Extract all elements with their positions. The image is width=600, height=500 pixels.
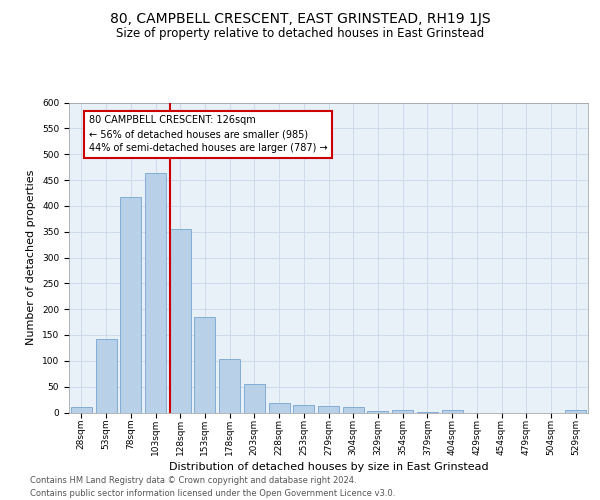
Text: 80, CAMPBELL CRESCENT, EAST GRINSTEAD, RH19 1JS: 80, CAMPBELL CRESCENT, EAST GRINSTEAD, R… bbox=[110, 12, 490, 26]
Bar bbox=[95, 338, 116, 412]
Bar bbox=[194, 318, 215, 412]
Bar bbox=[120, 196, 141, 412]
Bar bbox=[392, 410, 413, 412]
Text: Size of property relative to detached houses in East Grinstead: Size of property relative to detached ho… bbox=[116, 28, 484, 40]
Bar bbox=[565, 410, 586, 412]
Text: Contains HM Land Registry data © Crown copyright and database right 2024.
Contai: Contains HM Land Registry data © Crown c… bbox=[30, 476, 395, 498]
Bar bbox=[219, 359, 240, 412]
Bar bbox=[170, 229, 191, 412]
Text: 80 CAMPBELL CRESCENT: 126sqm
← 56% of detached houses are smaller (985)
44% of s: 80 CAMPBELL CRESCENT: 126sqm ← 56% of de… bbox=[89, 116, 328, 154]
Bar bbox=[318, 406, 339, 412]
Bar bbox=[442, 410, 463, 412]
Bar bbox=[145, 174, 166, 412]
Text: Distribution of detached houses by size in East Grinstead: Distribution of detached houses by size … bbox=[169, 462, 488, 472]
Bar bbox=[71, 408, 92, 412]
Bar bbox=[343, 408, 364, 412]
Bar bbox=[269, 403, 290, 412]
Bar bbox=[293, 406, 314, 412]
Bar bbox=[367, 411, 388, 412]
Bar bbox=[244, 384, 265, 412]
Y-axis label: Number of detached properties: Number of detached properties bbox=[26, 170, 37, 345]
